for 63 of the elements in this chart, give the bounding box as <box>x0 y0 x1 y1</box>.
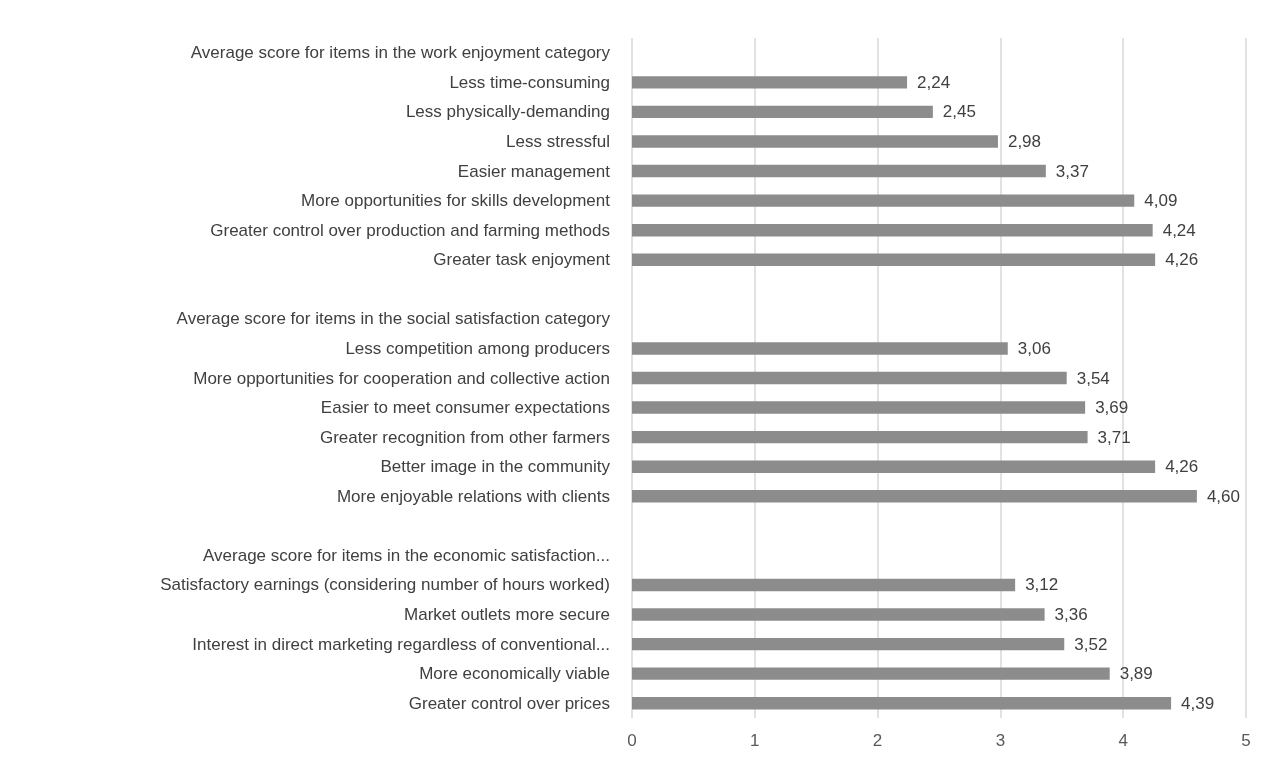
bar <box>632 105 933 119</box>
data-label: 4,09 <box>1144 191 1178 211</box>
bar <box>632 342 1008 355</box>
y-tick-label: Satisfactory earnings (considering number of hours worked) <box>160 575 610 595</box>
bar <box>632 430 1088 444</box>
y-tick-label: Greater control over production and farming methods <box>210 220 610 240</box>
y-tick-label: Average score for items in the economic satisfaction... <box>203 545 610 565</box>
bar <box>632 371 1067 385</box>
bar <box>632 697 1172 710</box>
x-tick-label: 1 <box>750 731 760 750</box>
y-tick-label: More opportunities for cooperation and collective action <box>193 368 610 388</box>
bar <box>632 490 1197 503</box>
bar <box>632 164 1046 178</box>
x-tick-label: 4 <box>1118 731 1128 750</box>
data-label: 3,71 <box>1097 427 1131 447</box>
x-tick-label: 3 <box>995 731 1006 750</box>
y-tick-label: More enjoyable relations with clients <box>336 486 610 506</box>
data-label: 3,54 <box>1076 368 1110 388</box>
y-tick-label: Easier to meet consumer expectations <box>320 398 610 418</box>
bar <box>632 194 1135 207</box>
data-label: 4,26 <box>1165 250 1199 270</box>
y-tick-label: Market outlets more secure <box>404 605 610 625</box>
data-label: 2,98 <box>1007 131 1042 151</box>
bar <box>632 135 998 148</box>
data-label: 3,89 <box>1119 664 1153 684</box>
data-label: 4,39 <box>1181 693 1215 713</box>
y-tick-label: Less competition among producers <box>345 338 610 358</box>
y-tick-label: Less time-consuming <box>449 72 610 92</box>
data-label: 4,26 <box>1165 457 1199 477</box>
y-tick-label: More economically viable <box>419 664 610 684</box>
data-label: 3,12 <box>1025 575 1059 595</box>
x-tick-label: 2 <box>872 731 883 750</box>
y-tick-label: Average score for items in the work enjoyment category <box>190 43 611 63</box>
data-label: 3,06 <box>1017 338 1051 358</box>
data-label: 3,37 <box>1055 161 1089 181</box>
y-tick-label: Easier management <box>457 161 611 181</box>
bar <box>632 667 1110 680</box>
y-tick-label: Less stressful <box>506 131 610 151</box>
y-tick-label: Average score for items in the social satisfaction category <box>176 309 611 329</box>
bar <box>632 578 1016 592</box>
data-label: 3,69 <box>1095 398 1129 418</box>
y-tick-label: Greater task enjoyment <box>433 250 611 270</box>
bar <box>632 253 1156 266</box>
x-tick-label: 5 <box>1241 731 1251 750</box>
bar <box>632 608 1045 621</box>
data-label: 4,24 <box>1162 220 1196 240</box>
data-label: 2,24 <box>917 72 951 92</box>
y-tick-label: Greater recognition from other farmers <box>319 427 610 447</box>
bar <box>632 401 1086 414</box>
y-tick-label: More opportunities for skills development <box>301 191 611 211</box>
bar <box>632 460 1156 473</box>
y-tick-label: Interest in direct marketing regardless of conventional... <box>192 634 610 654</box>
data-label: 3,52 <box>1074 634 1108 654</box>
y-tick-label: Better image in the community <box>380 457 611 477</box>
bar <box>632 76 908 89</box>
y-tick-label: Less physically-demanding <box>405 102 610 122</box>
bar <box>632 223 1153 237</box>
data-label: 3,36 <box>1054 605 1088 625</box>
data-label: 2,45 <box>942 102 976 122</box>
bar <box>632 637 1065 651</box>
data-label: 4,60 <box>1206 486 1240 506</box>
x-tick-label: 0 <box>627 731 637 750</box>
y-tick-label: Greater control over prices <box>408 693 610 713</box>
